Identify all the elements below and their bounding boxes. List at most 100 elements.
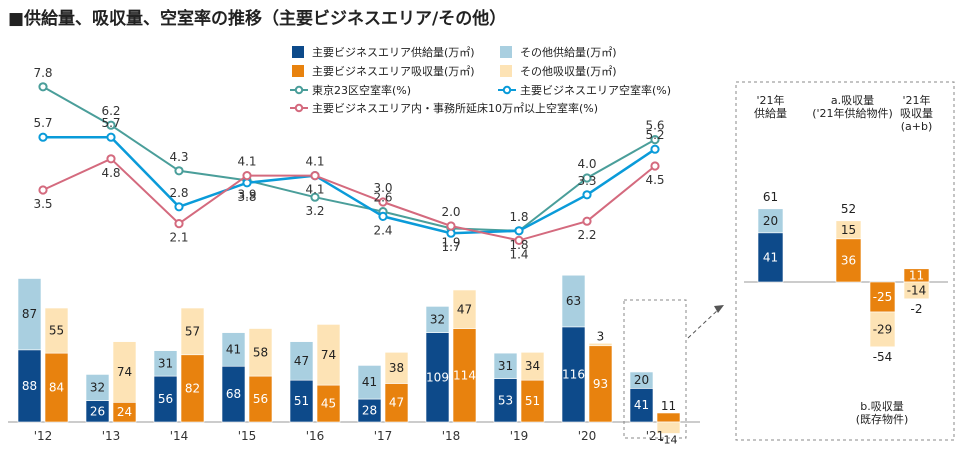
line-value-label: 3.0 xyxy=(373,181,392,195)
inset-column-header: 吸収量 xyxy=(900,107,933,120)
x-tick-label: '21 xyxy=(646,429,665,443)
line-value-label: 3.5 xyxy=(33,197,52,211)
line-value-label: 2.0 xyxy=(441,205,460,219)
bar-supply-other xyxy=(629,371,654,389)
bar-value-label: 56 xyxy=(158,392,173,406)
legend-label: その他吸収量(万㎡) xyxy=(520,65,617,78)
line-value-label: 3.9 xyxy=(237,187,256,201)
bar-supply-other xyxy=(153,350,178,377)
bar-value-label: 68 xyxy=(226,387,241,401)
inset-bar-segment xyxy=(835,220,862,240)
legend-marker xyxy=(502,85,512,95)
line-point xyxy=(106,120,116,130)
line-series xyxy=(38,154,660,245)
line-point xyxy=(582,190,592,200)
bar-absorption-other xyxy=(384,351,409,384)
bar-value-label: 93 xyxy=(593,377,608,391)
bar-value-label: 3 xyxy=(597,329,605,343)
bar-value-label: 57 xyxy=(185,324,200,338)
legend-label: 東京23区空室率(%) xyxy=(312,83,411,97)
x-tick-label: '17 xyxy=(374,429,393,443)
bar-supply-other xyxy=(221,332,246,367)
line-value-label: 2.6 xyxy=(373,191,392,205)
bar-value-label: 11 xyxy=(661,399,676,413)
legend-item: 主要ビジネスエリア供給量(万㎡) xyxy=(292,45,475,59)
inset-segment-label: 20 xyxy=(763,214,778,228)
connector-arrow xyxy=(714,305,724,313)
bar-absorption-main xyxy=(656,412,681,423)
legend-swatch xyxy=(500,46,512,58)
line-point xyxy=(106,154,116,164)
bar-value-label: 31 xyxy=(498,359,513,373)
inset-frame xyxy=(735,81,955,441)
line-value-label: 4.1 xyxy=(237,155,256,169)
highlight-box xyxy=(623,299,687,439)
inset-segment-label: -25 xyxy=(873,290,893,304)
bar-absorption-other xyxy=(112,341,137,403)
line-point xyxy=(582,173,592,183)
bar-absorption-other xyxy=(452,289,477,329)
bar-group: 26 32 24 74 '13 xyxy=(85,341,137,443)
bar-group: 68 41 56 58 '15 xyxy=(221,328,273,443)
bar-value-label: 41 xyxy=(634,398,649,412)
line-point xyxy=(310,192,320,202)
inset-column: -25 -29 -54 xyxy=(869,281,896,364)
bar-supply-other xyxy=(289,341,314,381)
inset-column-header: 供給量 xyxy=(754,106,787,120)
line-value-label: 4.8 xyxy=(101,166,120,180)
bar-value-label: 63 xyxy=(566,294,581,308)
legend-swatch xyxy=(292,65,304,77)
inset-total-label: 61 xyxy=(763,190,778,204)
legend-label: 主要ビジネスエリア内・事務所延床10万㎡以上空室率(%) xyxy=(312,101,598,115)
line-point xyxy=(106,132,116,142)
legend: 主要ビジネスエリア供給量(万㎡) その他供給量(万㎡) 主要ビジネスエリア吸収量(万… xyxy=(290,45,671,115)
inset-bottom-label: (既存物件) xyxy=(856,412,909,426)
inset-segment-label: 11 xyxy=(909,268,924,282)
bar-value-label: 41 xyxy=(226,342,241,356)
line-point xyxy=(582,216,592,226)
bar-value-label: 51 xyxy=(294,394,309,408)
inset-column: 36 15 52 a.吸収量('21年供給物件) xyxy=(812,94,893,283)
bar-supply-other xyxy=(493,352,518,379)
x-tick-label: '15 xyxy=(238,429,257,443)
bar-group: 56 31 82 57 '14 xyxy=(153,307,205,443)
bar-supply-other xyxy=(425,306,450,333)
bar-absorption-other xyxy=(520,351,545,381)
line-point xyxy=(174,166,184,176)
bar-value-label: 31 xyxy=(158,356,173,370)
line-point xyxy=(378,197,388,207)
bar-value-label: 53 xyxy=(498,393,513,407)
line-point xyxy=(242,171,252,181)
bar-value-label: 56 xyxy=(253,392,268,406)
line-point xyxy=(242,178,252,188)
bar-absorption-other xyxy=(316,324,341,386)
x-tick-label: '14 xyxy=(170,429,189,443)
bar-value-label: 41 xyxy=(362,375,377,389)
legend-item: その他吸収量(万㎡) xyxy=(500,65,617,78)
inset-bar-segment xyxy=(757,208,784,234)
line-point xyxy=(38,185,48,195)
inset-segment-label: 41 xyxy=(763,250,778,264)
line-value-label: 4.5 xyxy=(645,173,664,187)
line-value-label: 4.3 xyxy=(169,150,188,164)
legend-item: その他供給量(万㎡) xyxy=(500,45,617,59)
inset-segment-label: -29 xyxy=(873,322,893,336)
bar-group: 109 32 114 47 '18 xyxy=(425,289,477,443)
bar-value-label: 55 xyxy=(49,324,64,338)
line-point xyxy=(174,202,184,212)
bar-value-label: 114 xyxy=(453,368,476,382)
legend-label: 主要ビジネスエリア空室率(%) xyxy=(520,83,671,97)
line-point xyxy=(38,82,48,92)
bar-value-label: 116 xyxy=(562,367,585,381)
bar-value-label: 74 xyxy=(117,365,132,379)
inset-total-label: 52 xyxy=(841,202,856,216)
main-chart: 88878455'1226322474'1356318257'146841565… xyxy=(8,66,724,446)
line-point xyxy=(174,219,184,229)
bar-value-label: 28 xyxy=(362,404,377,418)
bar-value-label: 109 xyxy=(426,370,449,384)
inset-segment-label: 15 xyxy=(841,223,856,237)
inset-total-label: -2 xyxy=(911,302,923,316)
bar-supply-other xyxy=(561,274,586,328)
